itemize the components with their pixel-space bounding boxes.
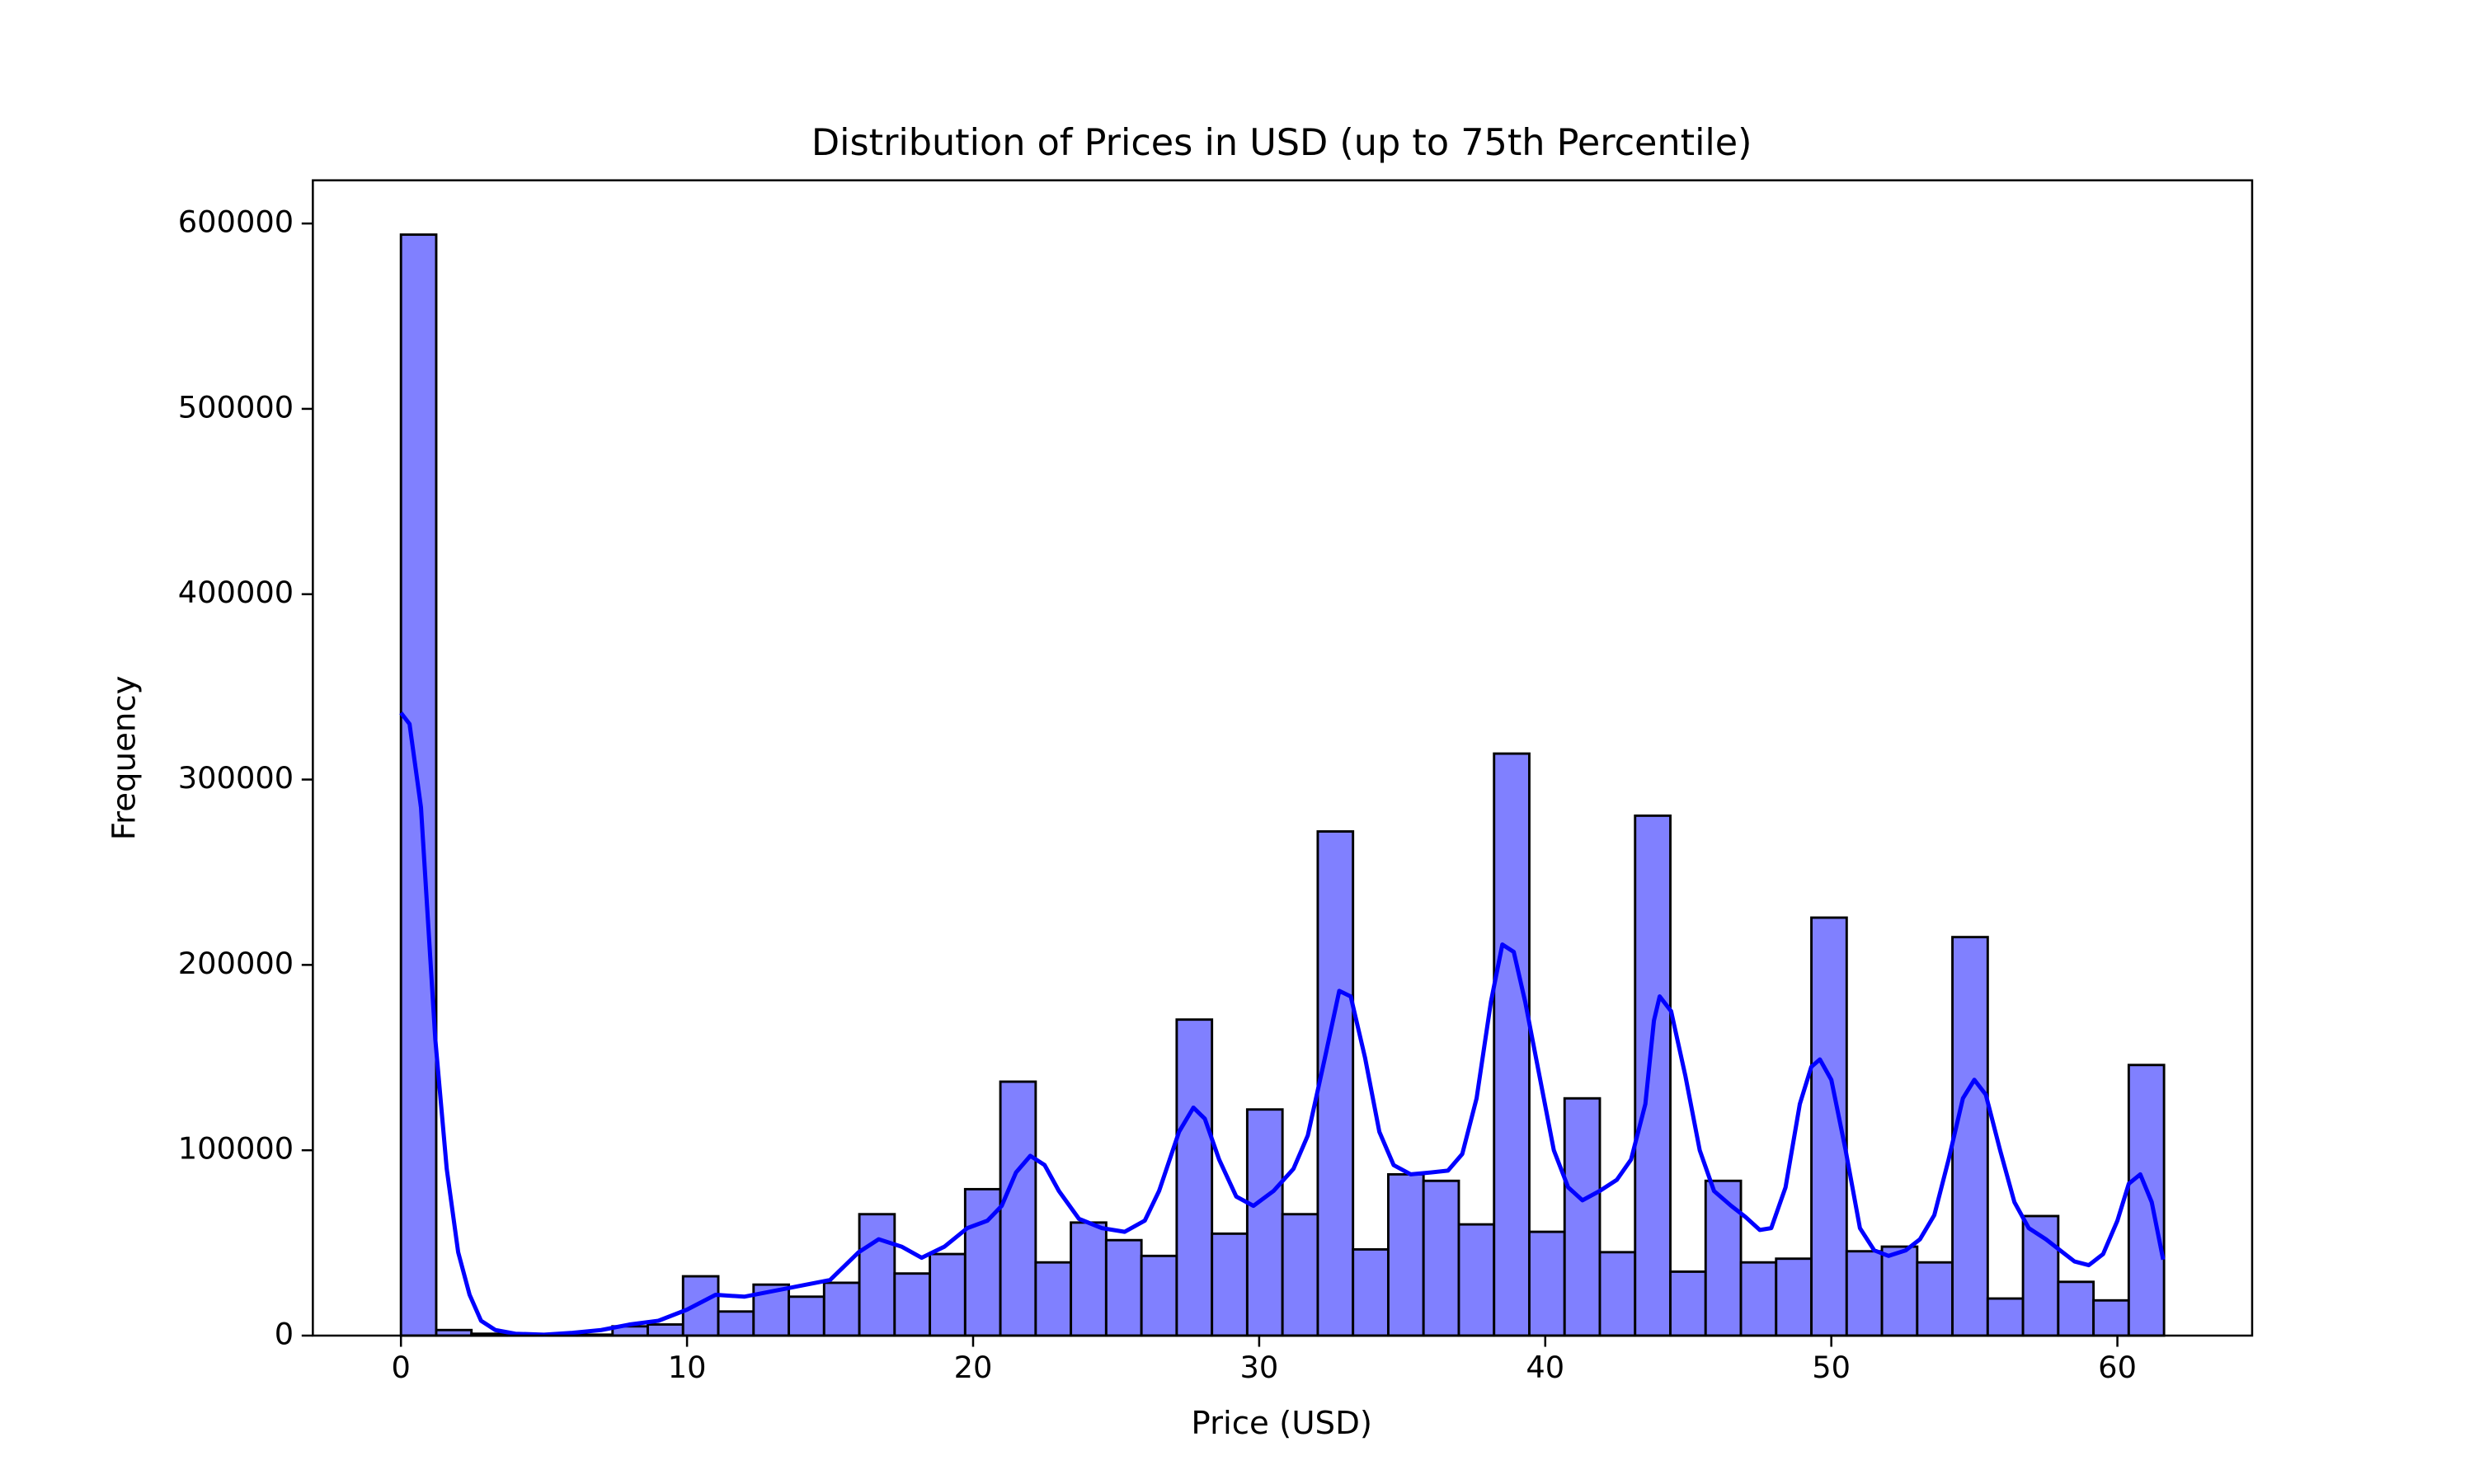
bar — [1528, 1230, 1566, 1337]
bar — [1352, 1248, 1390, 1337]
bar — [1422, 1179, 1460, 1337]
y-tick-label: 600000 — [178, 204, 294, 240]
bar — [1951, 936, 1989, 1337]
x-tick-label: 20 — [954, 1350, 993, 1385]
y-tick-label: 100000 — [178, 1131, 294, 1167]
bar — [1211, 1232, 1249, 1337]
bar — [929, 1252, 967, 1337]
bar — [1070, 1221, 1108, 1337]
plot-frame — [312, 179, 2254, 1337]
bar — [1916, 1261, 1954, 1337]
bar — [1245, 1108, 1284, 1337]
bar — [1669, 1270, 1707, 1337]
x-tick-label: 10 — [668, 1350, 707, 1385]
y-tick-label: 200000 — [178, 946, 294, 981]
bar — [822, 1281, 861, 1337]
bar — [1775, 1257, 1813, 1337]
bar — [647, 1323, 684, 1337]
bar — [1493, 752, 1531, 1337]
x-tick-label: 30 — [1239, 1350, 1278, 1385]
y-axis-label: Frequency — [106, 675, 143, 840]
y-tick-label: 400000 — [178, 575, 294, 610]
bar — [1880, 1245, 1919, 1337]
bar — [717, 1310, 755, 1337]
bar — [1140, 1254, 1178, 1337]
x-tick-label: 60 — [2098, 1350, 2137, 1385]
bar — [1634, 814, 1672, 1337]
x-tick-label: 0 — [391, 1350, 410, 1385]
bar — [1739, 1261, 1778, 1337]
chart-title: Distribution of Prices in USD (up to 75t… — [811, 122, 1752, 164]
bar — [788, 1295, 825, 1337]
bar — [1281, 1213, 1319, 1337]
bar — [858, 1213, 896, 1337]
bar — [1563, 1097, 1602, 1337]
kde-line — [399, 711, 2166, 1337]
bar — [1598, 1251, 1637, 1337]
bar — [1386, 1172, 1425, 1337]
bar — [681, 1275, 720, 1337]
bar — [1457, 1223, 1496, 1337]
bar — [1704, 1179, 1743, 1337]
bar — [1175, 1018, 1214, 1337]
bar — [999, 1080, 1037, 1337]
bar — [1986, 1297, 2025, 1337]
bar — [2057, 1280, 2095, 1337]
bar — [1316, 830, 1355, 1337]
y-tick-label: 300000 — [178, 760, 294, 796]
bar — [2127, 1064, 2166, 1337]
x-tick-label: 40 — [1526, 1350, 1564, 1385]
bar — [1104, 1238, 1143, 1337]
x-axis-label: Price (USD) — [1191, 1405, 1372, 1442]
bar — [2092, 1298, 2130, 1337]
y-tick-label: 0 — [275, 1317, 294, 1352]
bar — [1845, 1250, 1884, 1337]
x-tick-label: 50 — [1812, 1350, 1851, 1385]
bar — [893, 1272, 932, 1337]
bar — [1034, 1261, 1073, 1337]
y-tick-label: 500000 — [178, 389, 294, 425]
